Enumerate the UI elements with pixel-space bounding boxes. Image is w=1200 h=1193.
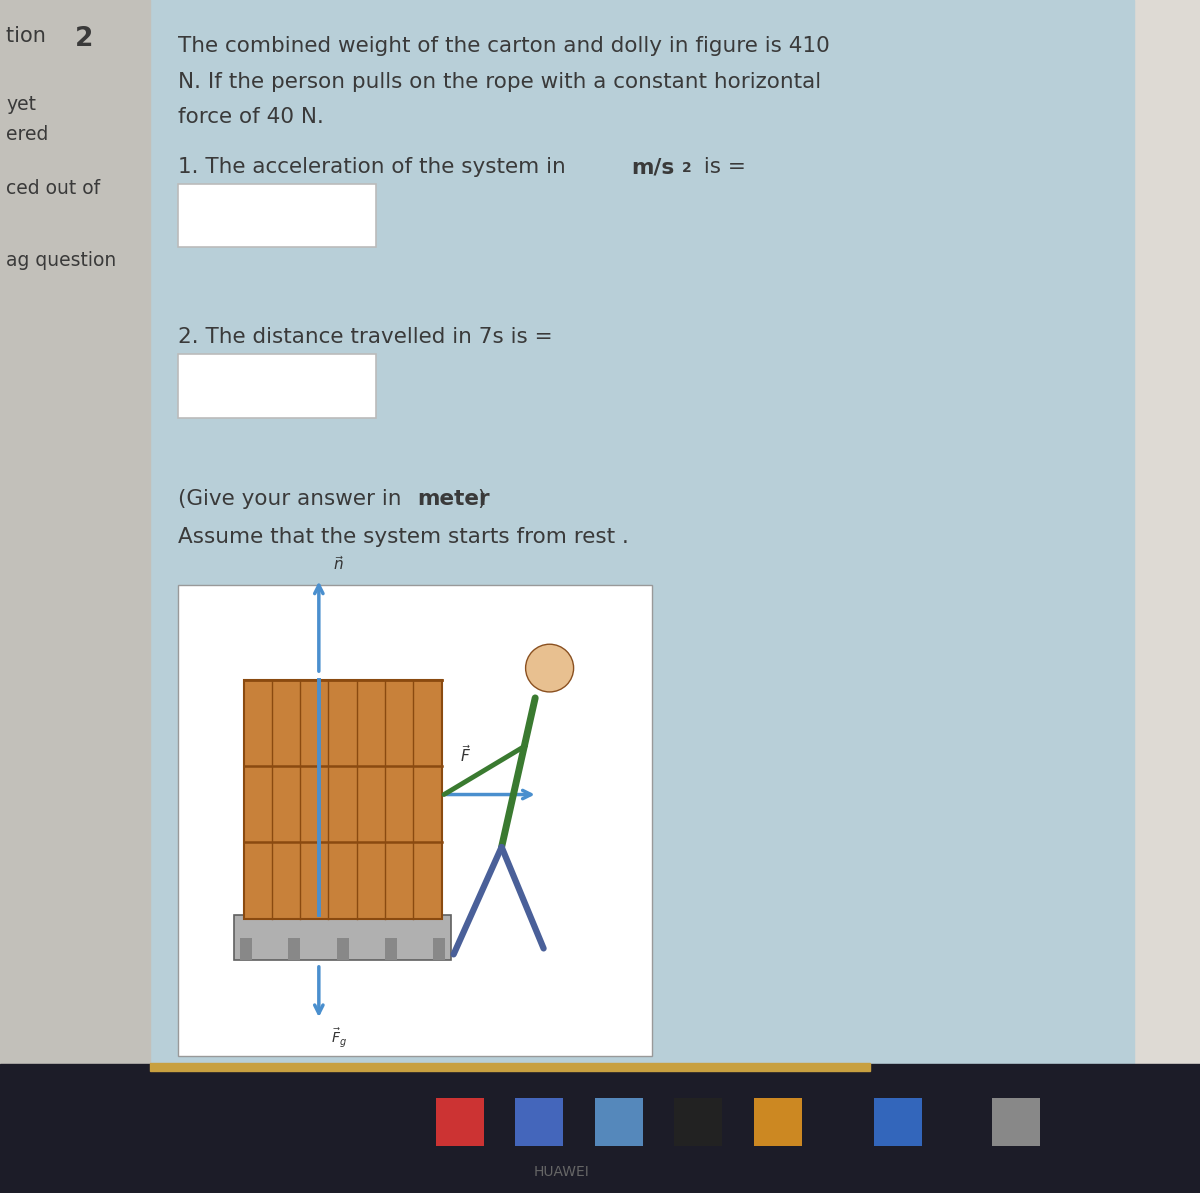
Bar (992, 1099, 1040, 1146)
Text: meter: meter (418, 489, 491, 509)
Bar (754, 1099, 802, 1146)
Bar (178, 184, 376, 247)
Bar (515, 1099, 563, 1146)
Text: The combined weight of the carton and dolly in figure is 410: The combined weight of the carton and do… (178, 36, 829, 56)
Bar (0, 1064, 1200, 1193)
Text: tion: tion (6, 26, 53, 47)
Text: 2: 2 (682, 161, 691, 175)
Bar (674, 1099, 722, 1146)
Text: is =: is = (697, 157, 746, 178)
Bar (433, 938, 445, 960)
Bar (0, 0, 150, 1064)
Text: 2. The distance travelled in 7s is =: 2. The distance travelled in 7s is = (178, 327, 552, 347)
Text: N. If the person pulls on the rope with a constant horizontal: N. If the person pulls on the rope with … (178, 72, 821, 92)
Text: Assume that the system starts from rest .: Assume that the system starts from rest … (178, 527, 629, 548)
Bar (288, 938, 300, 960)
Bar (178, 585, 652, 1056)
Bar (436, 1099, 484, 1146)
Bar (150, 1063, 870, 1071)
Text: HUAWEI: HUAWEI (534, 1164, 589, 1179)
Bar (244, 680, 442, 919)
Text: ag question: ag question (6, 251, 116, 270)
Bar (178, 354, 376, 418)
Text: 2: 2 (74, 26, 92, 52)
Text: ): ) (478, 489, 486, 509)
Text: $\vec{F}$: $\vec{F}$ (460, 743, 470, 765)
Text: ced out of: ced out of (6, 179, 100, 198)
Text: 1. The acceleration of the system in: 1. The acceleration of the system in (178, 157, 572, 178)
Text: ered: ered (6, 125, 48, 144)
Bar (385, 938, 397, 960)
Bar (595, 1099, 643, 1146)
Text: $\vec{F}_g$: $\vec{F}_g$ (331, 1026, 347, 1049)
Bar (336, 938, 348, 960)
Circle shape (526, 644, 574, 692)
Text: yet: yet (6, 95, 36, 115)
Text: force of 40 N.: force of 40 N. (178, 107, 324, 128)
Text: (Give your answer in: (Give your answer in (178, 489, 408, 509)
Bar (150, 0, 1134, 1064)
Bar (234, 915, 451, 960)
Text: m/s: m/s (631, 157, 674, 178)
Bar (240, 938, 252, 960)
Text: $\vec{n}$: $\vec{n}$ (334, 555, 344, 573)
Bar (874, 1099, 922, 1146)
